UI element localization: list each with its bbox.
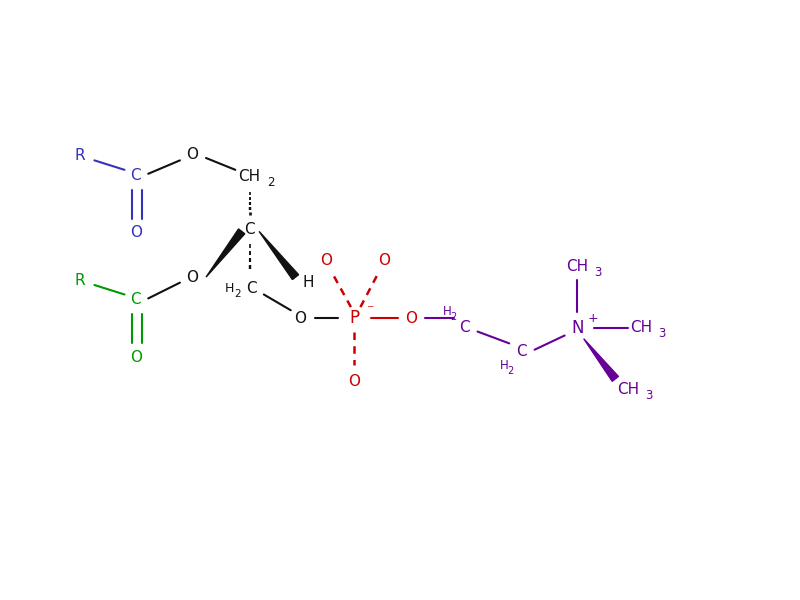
Text: +: + xyxy=(588,311,598,325)
Text: 3: 3 xyxy=(658,328,666,340)
Text: C: C xyxy=(517,344,527,359)
Text: CH: CH xyxy=(238,169,261,184)
Text: O: O xyxy=(320,253,332,268)
Text: H: H xyxy=(500,359,509,372)
Text: ⁻: ⁻ xyxy=(366,303,374,317)
Text: C: C xyxy=(130,292,141,307)
Polygon shape xyxy=(584,338,618,382)
Text: 3: 3 xyxy=(645,389,652,402)
Text: O: O xyxy=(378,253,390,268)
Text: N: N xyxy=(571,319,583,337)
Text: O: O xyxy=(186,148,198,163)
Polygon shape xyxy=(259,232,298,280)
Text: O: O xyxy=(405,311,417,326)
Polygon shape xyxy=(206,229,245,277)
Text: O: O xyxy=(186,269,198,284)
Text: P: P xyxy=(349,309,359,327)
Text: C: C xyxy=(130,168,141,183)
Text: C: C xyxy=(460,320,470,335)
Text: CH: CH xyxy=(630,320,653,335)
Text: R: R xyxy=(74,148,85,163)
Text: H: H xyxy=(224,281,234,295)
Text: H: H xyxy=(443,305,452,319)
Text: 2: 2 xyxy=(450,313,457,322)
Text: 2: 2 xyxy=(234,289,241,299)
Text: 2: 2 xyxy=(267,176,274,189)
Text: R: R xyxy=(74,273,85,288)
Text: C: C xyxy=(244,222,255,237)
Text: 2: 2 xyxy=(508,366,514,376)
Text: CH: CH xyxy=(566,259,588,274)
Text: CH: CH xyxy=(617,382,639,397)
Text: C: C xyxy=(246,281,257,296)
Text: O: O xyxy=(294,311,306,326)
Text: O: O xyxy=(348,374,360,389)
Text: O: O xyxy=(130,226,142,241)
Text: H: H xyxy=(302,275,314,290)
Text: O: O xyxy=(130,350,142,365)
Text: 3: 3 xyxy=(594,266,602,279)
